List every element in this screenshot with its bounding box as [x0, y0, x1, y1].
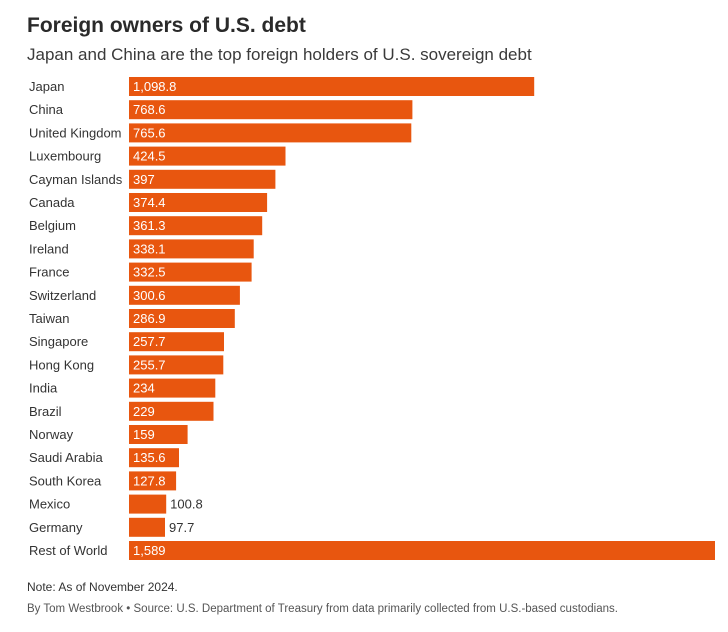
bar	[129, 77, 535, 96]
category-label: Mexico	[29, 497, 70, 512]
bar-group-canada: Canada 374.4	[29, 193, 268, 212]
category-label: Belgium	[29, 218, 76, 233]
bar-group-china: China 768.6	[29, 100, 413, 120]
bar-group-mexico: Mexico 100.8	[29, 494, 203, 514]
bar	[129, 517, 165, 537]
category-label: Hong Kong	[29, 357, 94, 372]
value-label: 338.1	[133, 241, 166, 256]
category-label: Cayman Islands	[29, 172, 123, 187]
category-label: Canada	[29, 195, 75, 210]
bar	[129, 309, 235, 328]
bar	[129, 494, 167, 514]
category-label: Switzerland	[29, 288, 96, 303]
value-label: 127.8	[133, 473, 166, 488]
category-label: Taiwan	[29, 311, 69, 326]
category-label: Ireland	[29, 241, 69, 256]
bar-group-switzerland: Switzerland 300.6	[29, 285, 240, 305]
value-label: 361.3	[133, 218, 166, 233]
category-label: South Korea	[29, 473, 102, 488]
bar-group-cayman-islands: Cayman Islands 397	[29, 169, 276, 189]
bar	[129, 471, 177, 491]
category-label: Germany	[29, 520, 83, 535]
bar	[129, 448, 179, 468]
bar-group-luxembourg: Luxembourg 424.5	[29, 146, 286, 166]
bar	[129, 285, 240, 305]
value-label: 1,098.8	[133, 79, 176, 94]
category-label: Brazil	[29, 404, 62, 419]
value-label: 374.4	[133, 195, 166, 210]
category-label: China	[29, 102, 64, 117]
value-label: 234	[133, 381, 155, 396]
value-label: 100.8	[170, 497, 203, 512]
value-label: 286.9	[133, 311, 166, 326]
bar-group-rest-of-world: Rest of World 1,589	[29, 541, 715, 560]
bar-chart: Japan 1,098.8 China 768.6 United Kingdom 765.…	[29, 77, 715, 560]
chart-title: Foreign owners of U.S. debt	[27, 14, 306, 37]
value-label: 97.7	[169, 520, 194, 535]
bar-group-germany: Germany 97.7	[29, 517, 194, 537]
value-label: 255.7	[133, 357, 166, 372]
bar	[129, 216, 263, 236]
chart-subtitle: Japan and China are the top foreign hold…	[27, 45, 532, 64]
bar-group-france: France 332.5	[29, 262, 252, 282]
bar-group-united-kingdom: United Kingdom 765.6	[29, 123, 412, 143]
bar	[129, 355, 224, 375]
bar-group-ireland: Ireland 338.1	[29, 239, 254, 259]
bar	[129, 123, 412, 143]
value-label: 1,589	[133, 543, 166, 558]
bar-group-saudi-arabia: Saudi Arabia 135.6	[29, 448, 179, 468]
bar	[129, 332, 224, 352]
value-label: 229	[133, 404, 155, 419]
category-label: Norway	[29, 427, 74, 442]
value-label: 765.6	[133, 125, 166, 140]
bar	[129, 262, 252, 282]
bar-group-norway: Norway 159	[29, 425, 188, 444]
category-label: India	[29, 381, 58, 396]
category-label: Saudi Arabia	[29, 450, 103, 465]
category-label: Rest of World	[29, 543, 108, 558]
category-label: Luxembourg	[29, 149, 101, 164]
category-label: Japan	[29, 79, 64, 94]
value-label: 257.7	[133, 334, 166, 349]
value-label: 135.6	[133, 450, 166, 465]
bar	[129, 425, 188, 444]
category-label: United Kingdom	[29, 125, 122, 140]
bar-group-hong-kong: Hong Kong 255.7	[29, 355, 224, 375]
value-label: 397	[133, 172, 155, 187]
bar-group-taiwan: Taiwan 286.9	[29, 309, 235, 328]
bar-group-singapore: Singapore 257.7	[29, 332, 224, 352]
bar	[129, 169, 276, 189]
bar	[129, 146, 286, 166]
bar-group-japan: Japan 1,098.8	[29, 77, 535, 96]
value-label: 768.6	[133, 102, 166, 117]
value-label: 424.5	[133, 149, 166, 164]
value-label: 300.6	[133, 288, 166, 303]
category-label: France	[29, 265, 69, 280]
bar-group-brazil: Brazil 229	[29, 401, 214, 421]
bar-group-india: India 234	[29, 378, 216, 398]
bar	[129, 541, 715, 560]
chart-source: By Tom Westbrook • Source: U.S. Departme…	[27, 603, 618, 615]
bar-group-belgium: Belgium 361.3	[29, 216, 263, 236]
value-label: 159	[133, 427, 155, 442]
bar	[129, 378, 216, 398]
category-label: Singapore	[29, 334, 88, 349]
bar	[129, 100, 413, 120]
value-label: 332.5	[133, 265, 166, 280]
bar	[129, 239, 254, 259]
bar	[129, 401, 214, 421]
bar	[129, 193, 268, 212]
bar-group-south-korea: South Korea 127.8	[29, 471, 177, 491]
chart-note: Note: As of November 2024.	[27, 580, 178, 594]
